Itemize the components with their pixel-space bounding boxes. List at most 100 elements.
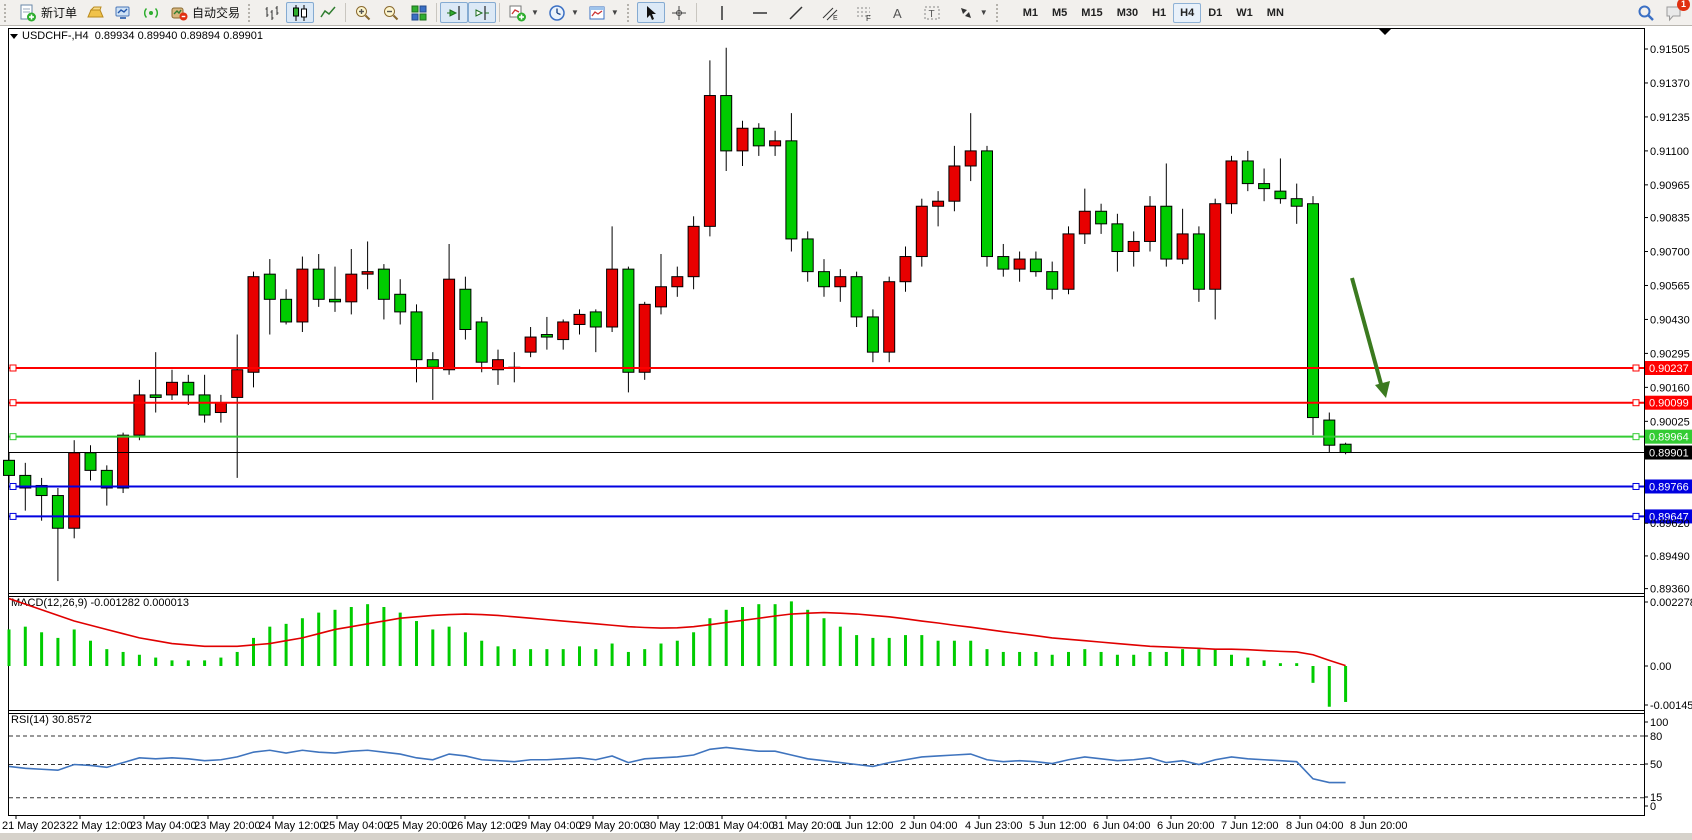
svg-text:0.90835: 0.90835 [1650, 213, 1690, 225]
new-order-label: 新订单 [41, 6, 78, 20]
timeframe-button-M15[interactable]: M15 [1081, 6, 1103, 19]
line-handle[interactable] [1632, 433, 1640, 441]
svg-text:A: A [893, 6, 902, 21]
timeframe-button-MN[interactable]: MN [1266, 6, 1284, 19]
signal-button[interactable] [137, 2, 165, 23]
arrows-icon [956, 3, 976, 23]
indicators-icon [507, 3, 527, 23]
clock-icon [547, 3, 567, 23]
dropdown-caret: ▼ [610, 8, 619, 17]
templates-button[interactable]: ▼ [583, 2, 623, 23]
timeframe-button-H4[interactable]: H4 [1173, 2, 1202, 23]
signal-icon [141, 3, 161, 23]
svg-text:0.91100: 0.91100 [1650, 146, 1689, 158]
bar-chart-button[interactable] [258, 2, 286, 23]
line-handle[interactable] [9, 482, 17, 490]
svg-text:0.89360: 0.89360 [1650, 584, 1690, 596]
svg-text:0.00: 0.00 [1650, 661, 1671, 673]
toolbar: 新订单 自动交易 [0, 0, 1692, 26]
timeframe-button-W1[interactable]: W1 [1236, 6, 1253, 19]
chart-autoscroll-button[interactable] [440, 2, 469, 23]
arrows-tool-button[interactable]: ▼ [952, 2, 992, 23]
fibonacci-icon: F [854, 3, 874, 23]
crosshair-button[interactable] [665, 2, 693, 23]
svg-text:0.90565: 0.90565 [1650, 280, 1690, 292]
svg-text:0.91235: 0.91235 [1650, 112, 1690, 124]
svg-text:15: 15 [1650, 792, 1662, 804]
svg-text:0.89901: 0.89901 [1649, 448, 1689, 460]
tile-windows-button[interactable] [405, 2, 433, 23]
line-handle[interactable] [9, 433, 17, 441]
terminal-icon [113, 3, 133, 23]
autotrading-label: 自动交易 [192, 6, 241, 20]
toolbar-separator [436, 3, 438, 22]
svg-text:T: T [928, 9, 934, 20]
svg-text:E: E [833, 15, 838, 22]
timeframe-button-M5[interactable]: M5 [1052, 6, 1068, 19]
timeframe-button-D1[interactable]: D1 [1208, 6, 1223, 19]
chart-shift-button[interactable] [468, 2, 497, 23]
new-order-button[interactable]: 新订单 [14, 2, 81, 23]
timeframe-button-M1[interactable]: M1 [1022, 6, 1038, 19]
svg-text:0.90099: 0.90099 [1649, 398, 1689, 410]
svg-text:0.90237: 0.90237 [1649, 363, 1689, 375]
line-handle[interactable] [1632, 364, 1640, 372]
trendline-icon [786, 3, 806, 23]
down-arrow-annotation[interactable] [1350, 277, 1390, 398]
line-handle[interactable] [1632, 399, 1640, 407]
svg-text:0.89766: 0.89766 [1649, 481, 1689, 493]
candlestick-chart-button[interactable] [286, 2, 315, 23]
line-handle[interactable] [9, 364, 17, 372]
toolbar-grip [248, 3, 255, 22]
vertical-line-tool-button[interactable] [710, 2, 734, 23]
chart-title: USDCHF-,H4 0.89934 0.89940 0.89894 0.899… [10, 30, 263, 42]
chart-menu-triangle-icon[interactable] [10, 33, 18, 39]
gold-bar-icon [85, 3, 105, 23]
autotrading-button[interactable]: 自动交易 [165, 2, 244, 23]
svg-text:80: 80 [1650, 731, 1662, 743]
periods-button[interactable]: ▼ [543, 2, 583, 23]
svg-text:25 May 20:00: 25 May 20:00 [387, 820, 454, 832]
line-chart-button[interactable] [314, 2, 342, 23]
window-bottom-edge [0, 833, 1692, 840]
svg-text:29 May 04:00: 29 May 04:00 [515, 820, 582, 832]
horizontal-line-tool-button[interactable] [746, 2, 774, 23]
channel-tool-button[interactable]: E [816, 2, 844, 23]
indicators-button[interactable]: ▼ [503, 2, 543, 23]
line-handle[interactable] [9, 399, 17, 407]
line-handle[interactable] [9, 512, 17, 520]
svg-text:26 May 12:00: 26 May 12:00 [451, 820, 518, 832]
bar-chart-icon [262, 3, 282, 23]
svg-text:8 Jun 04:00: 8 Jun 04:00 [1286, 820, 1344, 832]
search-icon[interactable] [1636, 3, 1656, 23]
candlestick-series [3, 47, 1352, 582]
templates-icon [587, 3, 607, 23]
timeframe-button-M30[interactable]: M30 [1116, 6, 1139, 19]
client-terminal-button[interactable] [109, 2, 137, 23]
timeframe-bar: M1 M5 M15 M30 H1 H4 D1 W1 MN [1016, 2, 1291, 23]
notifications-button[interactable]: 1 [1664, 0, 1690, 23]
line-handle[interactable] [1632, 512, 1640, 520]
chart-symbol-period: USDCHF-,H4 [22, 30, 89, 42]
trendline-tool-button[interactable] [782, 2, 810, 23]
horizontal-level-lines[interactable]: 0.90237 0.90099 0.89964 0.89901 0.89766 0.896… [9, 360, 1692, 524]
chart-shift-marker-icon[interactable] [1379, 29, 1391, 35]
line-handle[interactable] [1632, 482, 1640, 490]
zoom-in-button[interactable] [349, 2, 377, 23]
svg-text:1 Jun 12:00: 1 Jun 12:00 [836, 820, 894, 832]
svg-text:6 Jun 04:00: 6 Jun 04:00 [1093, 820, 1151, 832]
cursor-arrow-icon [641, 3, 661, 23]
cursor-button[interactable] [636, 2, 665, 23]
timeframe-button-H1[interactable]: H1 [1152, 6, 1167, 19]
zoom-out-button[interactable] [377, 2, 405, 23]
fibonacci-tool-button[interactable]: F [850, 2, 878, 23]
gold-chart-button[interactable] [81, 2, 109, 23]
text-tool-button[interactable]: A [884, 2, 912, 23]
vertical-line-icon [714, 3, 730, 23]
price-axis[interactable]: 0.91505 0.91370 0.91235 0.91100 0.90965 0.908… [1644, 44, 1690, 596]
label-tool-button[interactable]: T [918, 2, 946, 23]
